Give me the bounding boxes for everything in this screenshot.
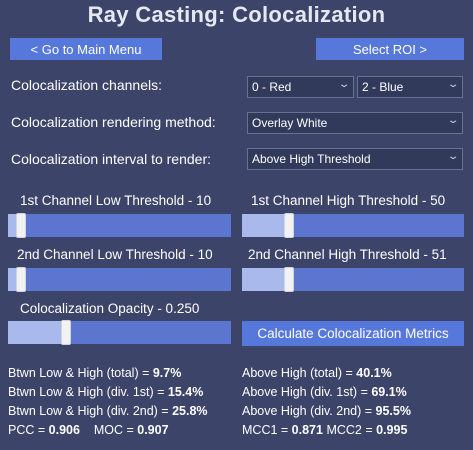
stat-right-2: Above High (div. 2nd) = 95.5% — [242, 404, 411, 418]
chevron-down-icon: ⌄ — [446, 79, 460, 90]
opacity-label: Colocalization Opacity - 0.250 — [20, 301, 200, 316]
ch2-high-label: 2nd Channel High Threshold - 51 — [248, 247, 447, 262]
calculate-metrics-button[interactable]: Calculate Colocalization Metrics — [242, 321, 464, 346]
main-menu-button[interactable]: < Go to Main Menu — [10, 38, 162, 60]
interval-label: Colocalization interval to render: — [11, 151, 211, 167]
ch1-high-label: 1st Channel High Threshold - 50 — [251, 193, 446, 208]
method-label: Colocalization rendering method: — [11, 114, 216, 130]
channels-label: Colocalization channels: — [11, 77, 162, 93]
opacity-slider[interactable] — [8, 320, 231, 345]
ch1-low-label: 1st Channel Low Threshold - 10 — [20, 193, 212, 208]
slider-fill — [242, 214, 289, 237]
slider-handle[interactable] — [61, 320, 72, 345]
method-value: Overlay White — [252, 116, 328, 130]
chevron-down-icon: ⌄ — [446, 115, 460, 126]
slider-handle[interactable] — [283, 213, 294, 238]
slider-handle[interactable] — [16, 213, 27, 238]
ch2-high-slider[interactable] — [242, 267, 464, 292]
channel1-select[interactable]: 0 - Red ⌄ — [247, 76, 354, 98]
channel1-value: 0 - Red — [252, 80, 292, 94]
stat-right-0: Above High (total) = 40.1% — [242, 366, 392, 380]
slider-handle[interactable] — [284, 267, 295, 292]
slider-fill — [8, 321, 67, 344]
stat-left-0: Btwn Low & High (total) = 9.7% — [8, 366, 182, 380]
stat-left-1: Btwn Low & High (div. 1st) = 15.4% — [8, 385, 204, 399]
interval-select[interactable]: Above High Threshold ⌄ — [247, 148, 463, 170]
stat-right-1: Above High (div. 1st) = 69.1% — [242, 385, 407, 399]
stat-left-2: Btwn Low & High (div. 2nd) = 25.8% — [8, 404, 208, 418]
ch1-low-slider[interactable] — [8, 213, 231, 238]
interval-value: Above High Threshold — [252, 152, 371, 166]
method-select[interactable]: Overlay White ⌄ — [247, 112, 463, 134]
ch2-low-slider[interactable] — [8, 267, 231, 292]
channel2-select[interactable]: 2 - Blue ⌄ — [357, 76, 463, 98]
page-title: Ray Casting: Colocalization — [87, 2, 386, 27]
stat-pcc-moc: PCC = 0.906 MOC = 0.907 — [8, 423, 169, 437]
channel2-value: 2 - Blue — [362, 80, 404, 94]
ch2-low-label: 2nd Channel Low Threshold - 10 — [17, 247, 213, 262]
select-roi-button[interactable]: Select ROI > — [316, 38, 464, 60]
slider-fill — [242, 268, 290, 291]
slider-handle[interactable] — [16, 267, 27, 292]
ch1-high-slider[interactable] — [242, 213, 464, 238]
chevron-down-icon: ⌄ — [446, 151, 460, 162]
chevron-down-icon: ⌄ — [337, 79, 351, 90]
stat-mcc: MCC1 = 0.871 MCC2 = 0.995 — [242, 423, 408, 437]
